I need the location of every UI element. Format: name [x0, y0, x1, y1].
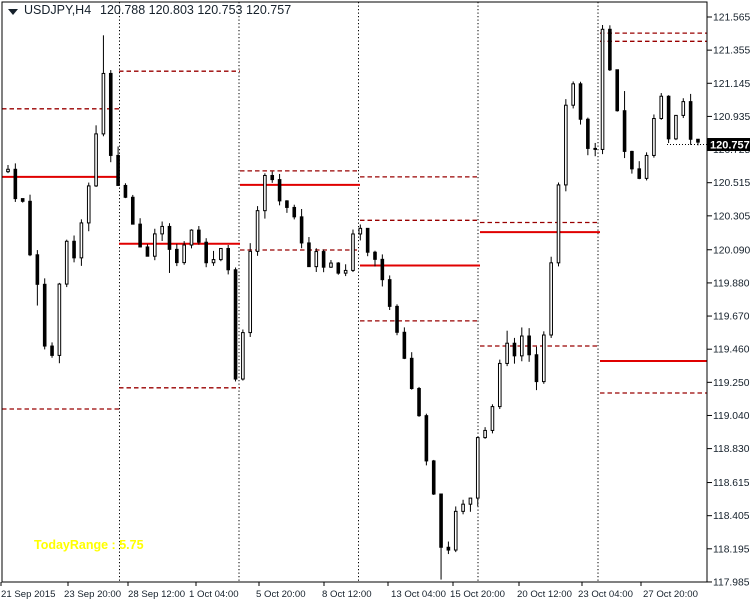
svg-text:119.880: 119.880 [713, 278, 750, 289]
svg-text:117.985: 117.985 [713, 577, 750, 588]
svg-text:121.355: 121.355 [713, 46, 750, 57]
svg-text:USDJPY,H4: USDJPY,H4 [24, 3, 91, 17]
svg-text:120.935: 120.935 [713, 112, 750, 123]
svg-text:23 Sep 20:00: 23 Sep 20:00 [64, 589, 121, 600]
svg-text:21 Sep 2015: 21 Sep 2015 [1, 589, 55, 600]
svg-text:121.145: 121.145 [713, 79, 750, 90]
svg-text:119.250: 119.250 [713, 378, 750, 389]
svg-text:120.788 120.803 120.753 120.75: 120.788 120.803 120.753 120.757 [100, 3, 291, 17]
svg-text:8 Oct 12:00: 8 Oct 12:00 [322, 589, 372, 600]
svg-text:118.830: 118.830 [713, 444, 750, 455]
svg-text:120.757: 120.757 [710, 139, 750, 151]
svg-text:15 Oct 20:00: 15 Oct 20:00 [450, 589, 505, 600]
svg-text:13 Oct 04:00: 13 Oct 04:00 [391, 589, 446, 600]
svg-text:119.040: 119.040 [713, 411, 750, 422]
svg-text:120.515: 120.515 [713, 178, 750, 189]
svg-text:119.670: 119.670 [713, 312, 750, 323]
svg-text:118.195: 118.195 [713, 544, 750, 555]
svg-text:120.305: 120.305 [713, 211, 750, 222]
svg-text:121.565: 121.565 [713, 13, 750, 24]
svg-text:118.405: 118.405 [713, 511, 750, 522]
svg-text:5 Oct 20:00: 5 Oct 20:00 [256, 589, 306, 600]
svg-text:23 Oct 04:00: 23 Oct 04:00 [578, 589, 633, 600]
svg-text:27 Oct 20:00: 27 Oct 20:00 [643, 589, 698, 600]
svg-text:118.615: 118.615 [713, 478, 750, 489]
svg-text:119.460: 119.460 [713, 345, 750, 356]
svg-text:TodayRange : 5.75: TodayRange : 5.75 [34, 538, 144, 552]
svg-text:1 Oct 04:00: 1 Oct 04:00 [189, 589, 239, 600]
svg-text:20 Oct 12:00: 20 Oct 12:00 [517, 589, 572, 600]
svg-text:28 Sep 12:00: 28 Sep 12:00 [128, 589, 185, 600]
svg-text:120.090: 120.090 [713, 245, 750, 256]
